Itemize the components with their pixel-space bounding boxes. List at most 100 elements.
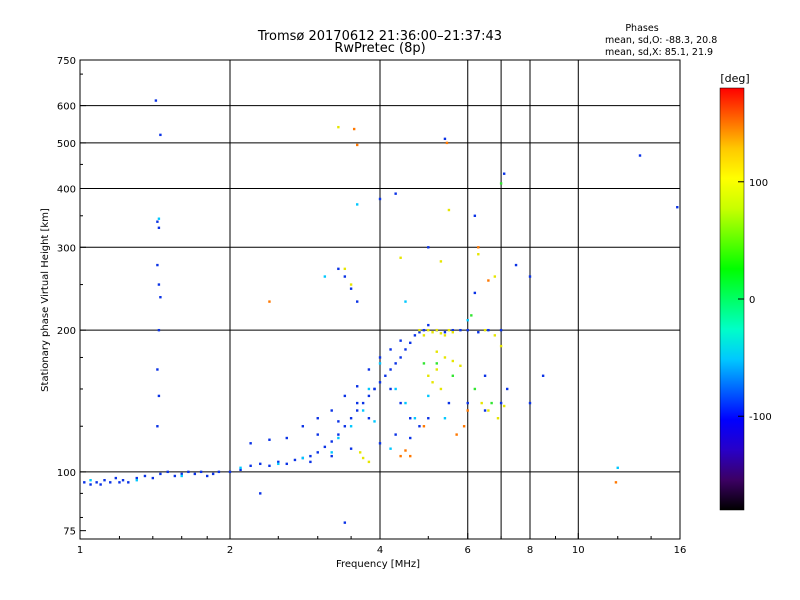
data-point (451, 374, 455, 377)
data-point (676, 206, 679, 209)
data-point (95, 481, 98, 484)
data-point (316, 451, 319, 454)
data-point (422, 362, 426, 365)
data-point (614, 481, 618, 484)
data-point (384, 374, 387, 377)
data-point (422, 334, 426, 337)
data-point (156, 425, 159, 428)
data-point (355, 143, 359, 147)
data-point (367, 387, 371, 391)
x-tick-label: 6 (465, 545, 471, 556)
data-point (409, 454, 412, 458)
data-point (459, 328, 462, 332)
data-point (367, 417, 371, 420)
data-point (435, 328, 438, 332)
colorbar-tick-label: 100 (749, 178, 768, 189)
data-point (156, 263, 159, 267)
data-point (330, 451, 333, 454)
plot-area (79, 59, 681, 540)
data-point (135, 478, 138, 482)
data-point (451, 359, 455, 363)
data-point (466, 409, 469, 412)
data-point (435, 350, 438, 353)
data-point (367, 394, 371, 398)
data-point (330, 454, 333, 458)
data-point (361, 456, 365, 460)
y-tick-label: 200 (57, 326, 76, 337)
data-point (277, 460, 280, 464)
data-point (502, 172, 506, 175)
data-point (439, 332, 443, 335)
data-point (180, 474, 183, 478)
data-point (418, 328, 421, 332)
data-point (499, 328, 503, 332)
data-point (443, 137, 447, 141)
data-point (355, 203, 359, 206)
data-point (367, 368, 371, 371)
data-point (462, 425, 466, 428)
data-point (173, 474, 177, 478)
data-point (249, 464, 252, 468)
data-point (159, 133, 162, 137)
data-point (447, 328, 451, 332)
colorbar-tick-label: -100 (749, 412, 772, 423)
data-point (389, 387, 392, 391)
data-point (487, 279, 490, 282)
data-point (473, 291, 477, 295)
x-tick-label: 1 (77, 545, 83, 556)
data-point (157, 394, 161, 398)
data-point (217, 470, 221, 474)
data-point (399, 454, 402, 458)
data-point (409, 417, 412, 420)
stats-heading: Phases (625, 23, 658, 34)
data-point (466, 318, 469, 322)
data-point (89, 483, 92, 486)
data-point (413, 334, 417, 337)
data-point (349, 287, 353, 290)
data-point (330, 440, 333, 443)
data-point (427, 328, 430, 332)
data-point (361, 401, 365, 405)
data-point (378, 381, 382, 384)
data-point (477, 331, 480, 334)
x-axis-label: Frequency [MHz] (336, 559, 420, 570)
data-point (121, 478, 125, 482)
data-point (268, 438, 271, 441)
y-tick-label: 500 (57, 139, 76, 150)
data-point (337, 125, 340, 129)
data-point (493, 334, 497, 337)
data-point (483, 374, 487, 377)
data-point (135, 476, 138, 480)
data-point (156, 220, 159, 223)
data-point (443, 356, 447, 359)
data-point (205, 474, 209, 478)
data-point (451, 328, 455, 332)
data-point (355, 300, 359, 303)
data-point (316, 433, 319, 436)
data-point (470, 314, 473, 317)
data-point (528, 401, 532, 405)
data-point (118, 481, 121, 484)
data-point (349, 283, 353, 286)
data-point (316, 417, 319, 420)
data-point (199, 470, 203, 474)
data-point (493, 275, 497, 278)
y-tick-label: 300 (57, 243, 76, 254)
data-point (378, 197, 382, 201)
data-point (193, 472, 197, 476)
data-point (249, 442, 252, 445)
data-point (293, 458, 297, 462)
data-point (157, 328, 161, 332)
data-point (427, 417, 430, 420)
data-point (309, 454, 312, 458)
data-point (399, 401, 402, 405)
data-point (427, 394, 430, 398)
data-point (337, 420, 340, 423)
data-point (259, 492, 262, 495)
data-point (487, 328, 490, 332)
data-point (490, 401, 493, 405)
data-point (337, 436, 340, 440)
colorbar-ticks: 100 0 -100 (738, 178, 772, 423)
stats-x-mode: mean, sd,X: 85.1, 21.9 (605, 47, 713, 58)
data-point (99, 483, 102, 486)
